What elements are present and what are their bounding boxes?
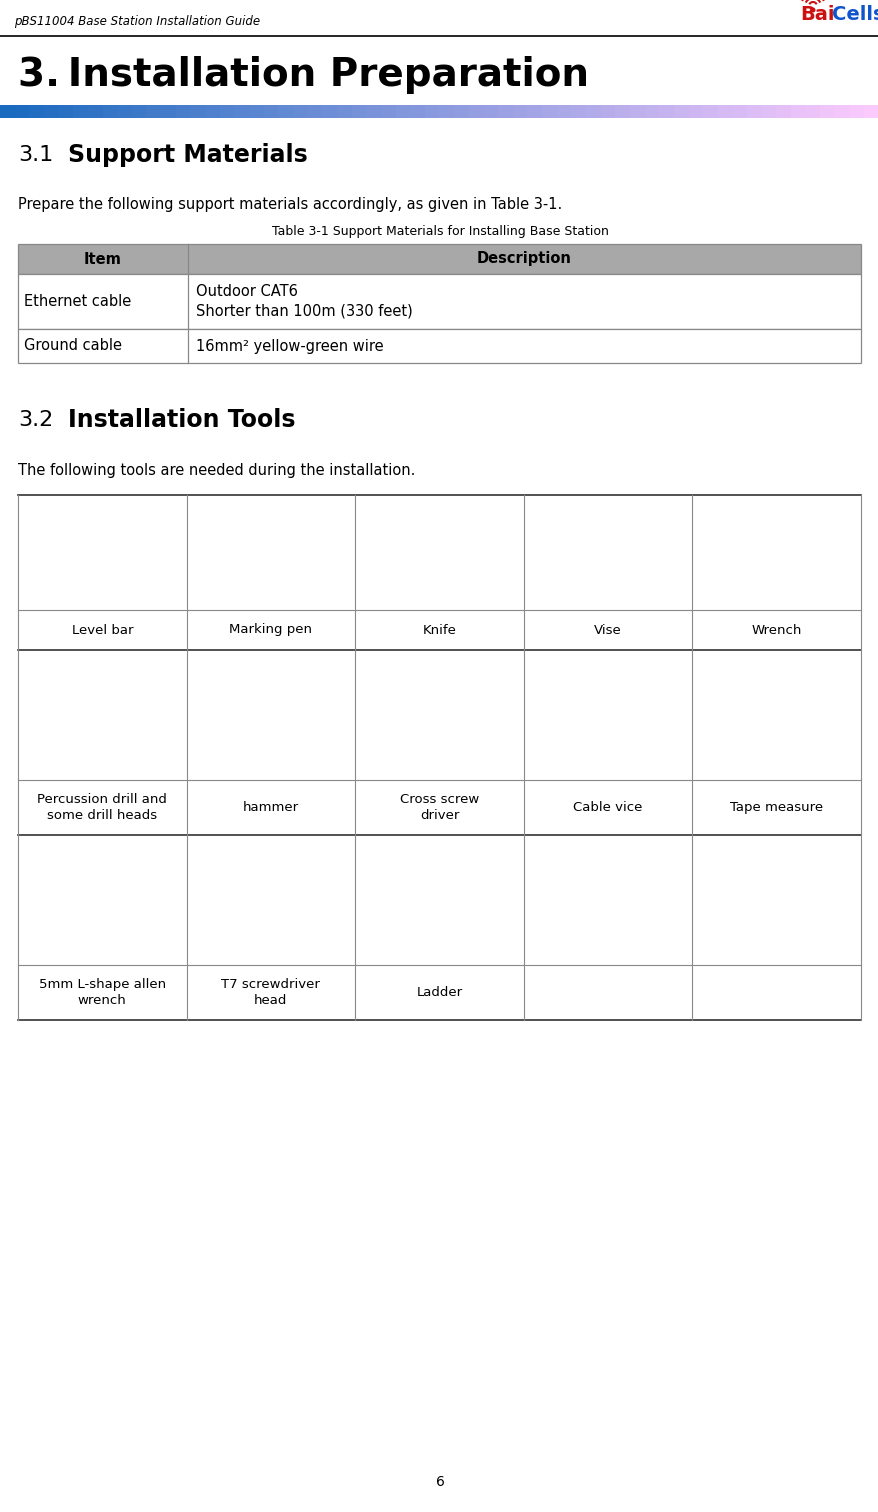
Text: Outdoor CAT6: Outdoor CAT6 — [196, 284, 298, 299]
Text: Vise: Vise — [594, 623, 622, 637]
Bar — [307, 104, 323, 118]
Text: Installation Tools: Installation Tools — [68, 408, 295, 432]
Bar — [103, 104, 118, 118]
Text: Prepare the following support materials accordingly, as given in Table 3-1.: Prepare the following support materials … — [18, 198, 562, 213]
Bar — [630, 104, 644, 118]
Text: 5mm L-shape allen
wrench: 5mm L-shape allen wrench — [39, 978, 166, 1007]
Bar — [805, 104, 820, 118]
Text: Description: Description — [477, 251, 572, 266]
Text: Ethernet cable: Ethernet cable — [24, 293, 131, 308]
Text: Shorter than 100m (330 feet): Shorter than 100m (330 feet) — [196, 304, 413, 319]
Text: Percussion drill and
some drill heads: Percussion drill and some drill heads — [38, 792, 167, 823]
Bar — [673, 104, 688, 118]
Text: Cross screw
driver: Cross screw driver — [399, 792, 479, 823]
Bar — [424, 104, 440, 118]
Bar — [600, 104, 615, 118]
Bar — [746, 104, 762, 118]
Text: The following tools are needed during the installation.: The following tools are needed during th… — [18, 463, 415, 478]
Text: Bai: Bai — [799, 5, 833, 24]
Text: hammer: hammer — [242, 801, 299, 813]
Bar — [644, 104, 659, 118]
Text: 3.1: 3.1 — [18, 145, 54, 165]
Text: Item: Item — [84, 251, 122, 266]
Bar — [29, 104, 45, 118]
Bar — [468, 104, 484, 118]
Bar — [191, 104, 205, 118]
Bar — [483, 104, 499, 118]
Bar — [439, 104, 455, 118]
Bar — [351, 104, 367, 118]
Bar — [498, 104, 513, 118]
Text: Marking pen: Marking pen — [229, 623, 312, 637]
Text: 3.2: 3.2 — [18, 410, 54, 429]
Text: Ladder: Ladder — [416, 986, 462, 999]
Text: 3. Installation Preparation: 3. Installation Preparation — [18, 56, 588, 94]
Bar — [761, 104, 776, 118]
Text: pBS11004 Base Station Installation Guide: pBS11004 Base Station Installation Guide — [14, 15, 260, 29]
Bar — [0, 104, 16, 118]
Bar — [322, 104, 337, 118]
Bar — [454, 104, 469, 118]
Bar — [15, 104, 30, 118]
Bar — [278, 104, 293, 118]
Text: Tape measure: Tape measure — [730, 801, 823, 813]
Text: Knife: Knife — [422, 623, 456, 637]
Bar — [849, 104, 864, 118]
Bar — [717, 104, 732, 118]
Bar — [571, 104, 587, 118]
Text: 6: 6 — [435, 1476, 444, 1489]
Bar — [205, 104, 220, 118]
Bar — [542, 104, 557, 118]
Bar — [863, 104, 878, 118]
Text: Table 3-1 Support Materials for Installing Base Station: Table 3-1 Support Materials for Installi… — [271, 225, 608, 239]
Bar — [586, 104, 601, 118]
Bar — [410, 104, 425, 118]
Bar — [775, 104, 791, 118]
Bar — [556, 104, 572, 118]
Bar — [687, 104, 703, 118]
Bar — [380, 104, 396, 118]
Bar — [59, 104, 74, 118]
Bar — [18, 243, 860, 274]
Bar — [790, 104, 806, 118]
Bar — [366, 104, 381, 118]
Bar — [18, 274, 860, 330]
Text: Cable vice: Cable vice — [572, 801, 642, 813]
Bar — [658, 104, 674, 118]
Text: 16mm² yellow-green wire: 16mm² yellow-green wire — [196, 339, 383, 354]
Bar — [161, 104, 176, 118]
Bar — [117, 104, 133, 118]
Bar — [88, 104, 104, 118]
Bar — [73, 104, 89, 118]
Bar — [702, 104, 718, 118]
Bar — [263, 104, 279, 118]
Bar — [834, 104, 850, 118]
Bar — [512, 104, 528, 118]
Bar — [248, 104, 264, 118]
Circle shape — [810, 8, 814, 12]
Text: T7 screwdriver
head: T7 screwdriver head — [221, 978, 320, 1007]
Bar — [44, 104, 60, 118]
Bar — [176, 104, 191, 118]
Text: Level bar: Level bar — [71, 623, 133, 637]
Bar — [615, 104, 630, 118]
Bar — [336, 104, 352, 118]
Text: Cells: Cells — [831, 5, 878, 24]
Text: Ground cable: Ground cable — [24, 339, 122, 354]
Text: Support Materials: Support Materials — [68, 144, 307, 166]
Bar — [292, 104, 308, 118]
Bar — [132, 104, 148, 118]
Bar — [220, 104, 235, 118]
Bar — [18, 330, 860, 363]
Bar — [731, 104, 747, 118]
Bar — [147, 104, 162, 118]
Bar — [395, 104, 411, 118]
Bar — [819, 104, 835, 118]
Bar — [234, 104, 249, 118]
Bar — [527, 104, 543, 118]
Text: Wrench: Wrench — [751, 623, 801, 637]
